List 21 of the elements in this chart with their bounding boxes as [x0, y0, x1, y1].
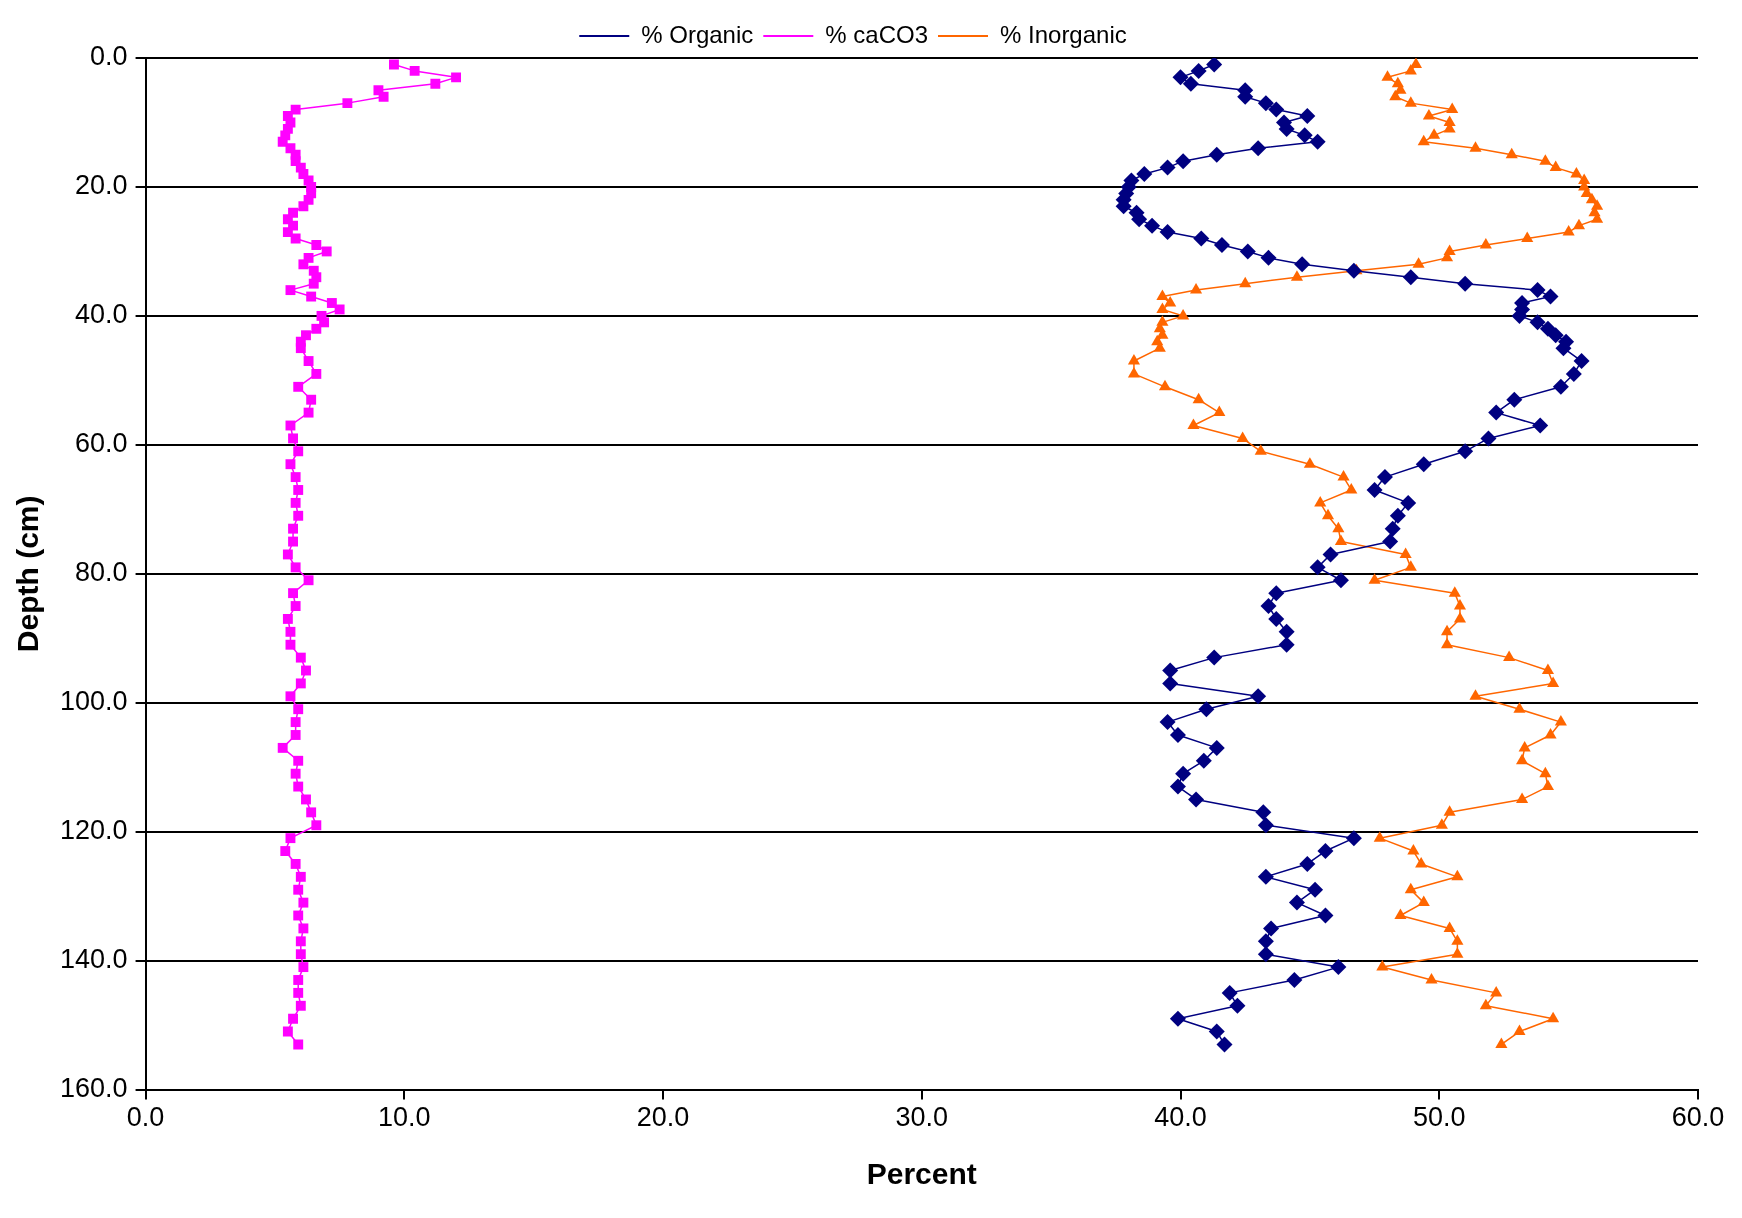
- x-axis-title: Percent: [866, 1157, 977, 1191]
- legend-label: % caCO3: [825, 20, 928, 48]
- y-tick-label: 80.0: [75, 557, 128, 588]
- y-tick-label: 20.0: [75, 170, 128, 201]
- x-tick-label: 50.0: [1412, 1102, 1466, 1133]
- legend-label: % Organic: [641, 20, 754, 48]
- y-tick-label: 140.0: [59, 944, 128, 975]
- x-tick-label: 40.0: [1154, 1102, 1207, 1133]
- y-tick-label: 0.0: [90, 41, 128, 72]
- y-axis-title: Depth (cm): [11, 495, 45, 653]
- x-tick-label: 60.0: [1671, 1102, 1725, 1133]
- y-tick-label: 120.0: [59, 815, 128, 846]
- legend-label: % Inorganic: [1000, 20, 1127, 48]
- x-tick-label: 20.0: [636, 1102, 690, 1133]
- y-tick-label: 160.0: [59, 1073, 128, 1104]
- x-tick-label: 30.0: [895, 1102, 949, 1133]
- y-tick-label: 100.0: [59, 686, 128, 717]
- x-tick-label: 0.0: [126, 1102, 165, 1133]
- y-tick-label: 60.0: [75, 428, 128, 459]
- y-tick-label: 40.0: [75, 299, 128, 330]
- x-tick-label: 10.0: [378, 1102, 431, 1133]
